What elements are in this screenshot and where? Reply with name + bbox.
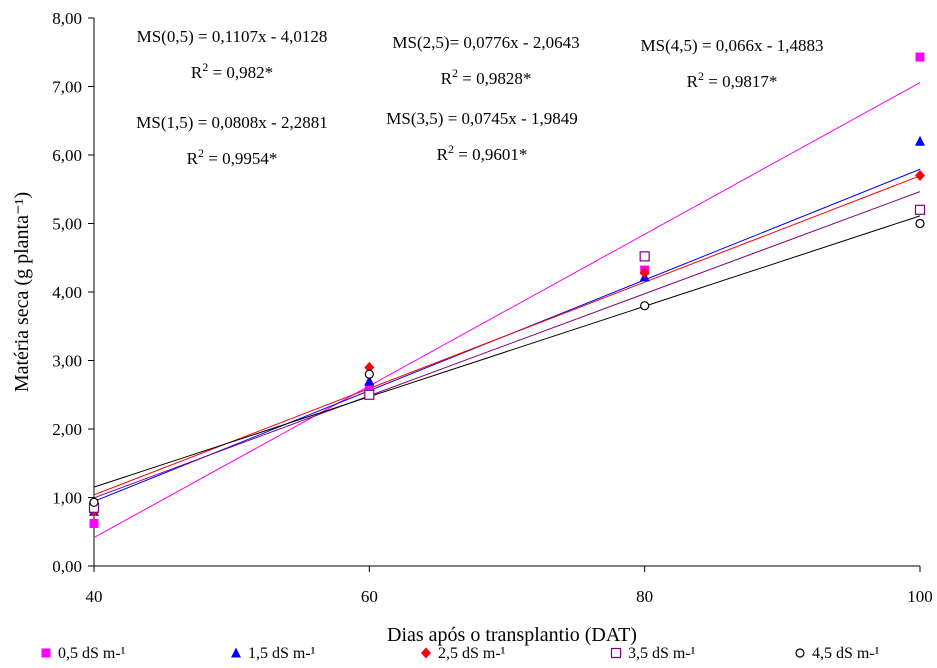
data-point-series-0	[364, 383, 374, 393]
equation-label: MS(2,5)= 0,0776x - 2,0643	[392, 33, 579, 52]
data-point-series-1	[364, 375, 375, 386]
data-point-series-4	[915, 218, 925, 229]
r-squared-symbol: R	[687, 72, 699, 91]
r-squared-value: = 0,982*	[208, 63, 273, 82]
x-tick-label: 100	[907, 587, 933, 606]
data-point-series-3	[364, 389, 375, 400]
x-tick-label: 80	[636, 587, 653, 606]
r-squared-value: = 0,9601*	[454, 145, 527, 164]
r-squared-label: R2 = 0,9817*	[687, 69, 778, 91]
y-tick-label: 5,00	[52, 215, 82, 234]
r-squared-label: R2 = 0,9954*	[187, 146, 278, 168]
legend-marker-series-2	[421, 647, 431, 659]
fit-line-series-0	[93, 82, 921, 538]
axes: 0,00 1,00 2,00 3,00 4,00 5,00 6,00 7,00 8,00 40 60…	[52, 9, 933, 606]
r-squared-symbol: R	[191, 63, 203, 82]
r-squared-exponent: 2	[202, 60, 208, 74]
data-point-series-4	[89, 497, 99, 507]
fit-line-series-3	[93, 191, 921, 499]
legend-label: 0,5 dS m-¹	[58, 645, 126, 662]
legend: 0,5 dS m-¹ 1,5 dS m-¹ 2,5 dS m-¹ 3,5 dS m-¹…	[41, 645, 880, 662]
r-squared-exponent: 2	[452, 66, 458, 80]
r-squared-symbol: R	[437, 145, 449, 164]
y-axis-title: Matéria seca (g planta⁻¹)	[11, 192, 33, 392]
equation-label: MS(4,5) = 0,066x - 1,4883	[641, 36, 824, 55]
data-point-series-1	[915, 135, 925, 146]
x-tick-label: 60	[361, 587, 378, 606]
y-tick-label: 1,00	[52, 489, 82, 508]
fit-line-series-4	[93, 215, 921, 488]
data-point-series-4	[640, 301, 650, 311]
r-squared-value: = 0,9828*	[458, 69, 531, 88]
r-squared-exponent: 2	[198, 146, 204, 160]
legend-marker-series-1	[231, 647, 241, 658]
equation-label: MS(0,5) = 0,1107x - 4,0128	[137, 27, 328, 46]
r-squared-label: R2 = 0,9828*	[441, 66, 532, 88]
x-axis-title: Dias após o transplantio (DAT)	[387, 624, 637, 646]
r-squared-value: = 0,9817*	[704, 72, 777, 91]
fit-lines	[93, 82, 921, 538]
legend-marker-series-4	[795, 648, 805, 658]
data-point-series-3	[639, 251, 650, 262]
legend-marker-series-0	[41, 648, 51, 658]
data-point-series-2	[915, 170, 925, 182]
equation-label: MS(1,5) = 0,0808x - 2,2881	[136, 113, 327, 132]
y-tick-label: 4,00	[52, 283, 82, 302]
r-squared-exponent: 2	[448, 142, 454, 156]
legend-label: 1,5 dS m-¹	[248, 645, 316, 662]
data-point-series-2	[639, 267, 650, 279]
data-markers	[88, 52, 926, 529]
r-squared-symbol: R	[187, 149, 199, 168]
r-squared-value: = 0,9954*	[204, 149, 277, 168]
y-tick-label: 0,00	[52, 557, 82, 576]
data-point-series-2	[364, 361, 375, 373]
equation-label: MS(3,5) = 0,0745x - 1,9849	[386, 109, 577, 128]
r-squared-label: R2 = 0,9601*	[437, 142, 528, 164]
legend-marker-series-3	[610, 647, 622, 659]
y-tick-label: 2,00	[52, 420, 82, 439]
legend-label: 3,5 dS m-¹	[628, 645, 696, 662]
r-squared-exponent: 2	[698, 69, 704, 83]
data-point-series-3	[914, 204, 926, 215]
legend-label: 4,5 dS m-¹	[812, 645, 880, 662]
data-point-series-4	[364, 369, 374, 379]
legend-label: 2,5 dS m-¹	[438, 645, 506, 662]
data-point-series-0	[915, 52, 925, 62]
y-tick-label: 8,00	[52, 9, 82, 28]
y-tick-label: 3,00	[52, 352, 82, 371]
y-tick-label: 6,00	[52, 146, 82, 165]
y-tick-label: 7,00	[52, 78, 82, 97]
data-point-series-0	[89, 519, 99, 529]
x-tick-label: 40	[86, 587, 103, 606]
r-squared-symbol: R	[441, 69, 453, 88]
r-squared-label: R2 = 0,982*	[191, 60, 273, 82]
